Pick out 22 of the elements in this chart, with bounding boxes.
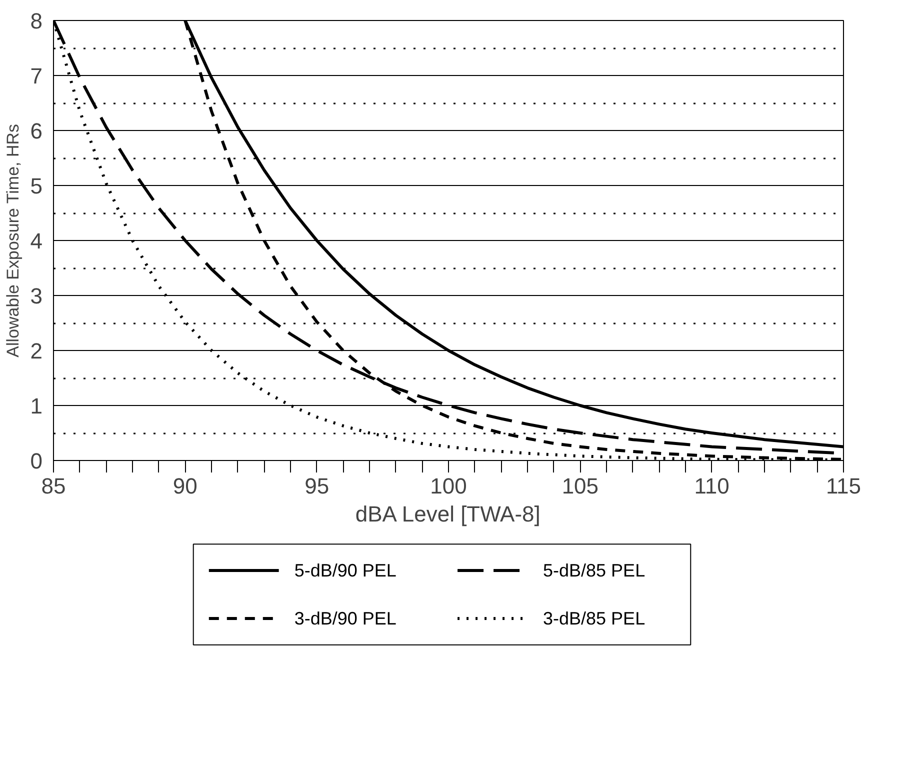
x-tick-label: 100 xyxy=(430,474,467,498)
y-tick-label: 5 xyxy=(30,174,43,198)
legend-label: 5-dB/85 PEL xyxy=(543,560,646,580)
x-tick-label: 115 xyxy=(826,474,862,498)
x-tick-label: 95 xyxy=(304,474,330,498)
x-tick-label: 110 xyxy=(694,474,730,498)
x-tick-label: 105 xyxy=(562,474,599,498)
legend-label: 5-dB/90 PEL xyxy=(294,560,396,580)
y-tick-label: 0 xyxy=(30,448,43,474)
legend-label: 3-dB/85 PEL xyxy=(543,608,646,628)
y-tick-label: 4 xyxy=(30,228,43,254)
y-tick-label: 7 xyxy=(30,64,43,88)
y-tick-label: 3 xyxy=(30,284,43,308)
legend-label: 3-dB/90 PEL xyxy=(294,608,396,628)
y-tick-label: 2 xyxy=(30,338,43,364)
x-tick-label: 85 xyxy=(41,474,66,498)
x-tick-label: 90 xyxy=(172,474,198,498)
y-tick-label: 8 xyxy=(30,8,43,34)
x-axis-title: dBA Level [TWA-8] xyxy=(355,502,540,526)
y-axis-title: Allowable Exposure Time, HRs xyxy=(3,124,22,358)
y-tick-label: 6 xyxy=(30,118,43,144)
y-tick-label: 1 xyxy=(30,394,43,418)
